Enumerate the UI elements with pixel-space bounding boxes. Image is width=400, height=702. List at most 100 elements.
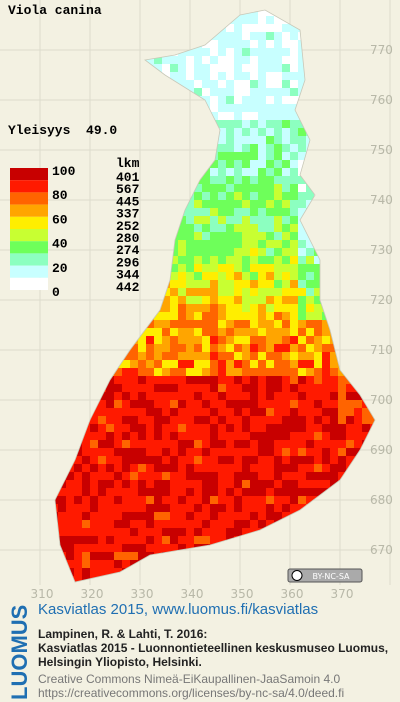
map-cell <box>194 512 202 520</box>
map-cell <box>242 152 250 160</box>
map-cell <box>202 488 210 496</box>
map-cell <box>130 472 138 480</box>
map-cell <box>226 152 234 160</box>
map-cell <box>194 472 202 480</box>
map-cell <box>210 320 218 328</box>
map-cell <box>162 536 170 544</box>
map-cell <box>90 528 98 536</box>
map-cell <box>314 264 322 272</box>
map-cell <box>74 472 82 480</box>
map-cell <box>314 320 322 328</box>
map-cell <box>234 280 242 288</box>
map-cell <box>290 240 298 248</box>
map-cell <box>106 424 114 432</box>
map-cell <box>274 448 282 456</box>
map-cell <box>234 128 242 136</box>
map-cell <box>194 288 202 296</box>
map-cell <box>346 384 354 392</box>
map-cell <box>162 304 170 312</box>
map-cell <box>170 288 178 296</box>
map-cell <box>202 216 210 224</box>
map-cell <box>258 288 266 296</box>
map-cell <box>282 304 290 312</box>
map-cell <box>290 200 298 208</box>
map-cell <box>258 400 266 408</box>
map-cell <box>98 400 106 408</box>
map-cell <box>282 176 290 184</box>
map-cell <box>210 240 218 248</box>
map-cell <box>250 192 258 200</box>
map-cell <box>274 368 282 376</box>
legend-swatch <box>10 192 48 205</box>
map-cell <box>250 440 258 448</box>
map-cell <box>210 352 218 360</box>
map-cell <box>274 40 282 48</box>
map-cell <box>194 480 202 488</box>
map-cell <box>114 432 122 440</box>
map-cell <box>82 520 90 528</box>
map-cell <box>290 136 298 144</box>
map-cell <box>258 472 266 480</box>
map-cell <box>362 408 370 416</box>
map-cell <box>210 232 218 240</box>
map-cell <box>274 320 282 328</box>
map-cell <box>170 256 178 264</box>
map-cell <box>274 24 282 32</box>
map-cell <box>314 400 322 408</box>
map-cell <box>322 344 330 352</box>
map-cell <box>346 456 354 464</box>
map-cell <box>162 496 170 504</box>
map-cell <box>178 496 186 504</box>
map-cell <box>130 344 138 352</box>
map-cell <box>282 352 290 360</box>
map-cell <box>98 496 106 504</box>
map-cell <box>218 56 226 64</box>
map-cell <box>202 376 210 384</box>
map-cell <box>146 344 154 352</box>
map-cell <box>226 176 234 184</box>
map-cell <box>274 384 282 392</box>
map-cell <box>266 304 274 312</box>
map-cell <box>258 520 266 528</box>
map-cell <box>154 544 162 552</box>
map-cell <box>282 192 290 200</box>
map-cell <box>114 448 122 456</box>
map-cell <box>82 528 90 536</box>
map-cell <box>282 480 290 488</box>
map-cell <box>234 144 242 152</box>
map-cell <box>90 432 98 440</box>
map-cell <box>226 376 234 384</box>
map-cell <box>194 192 202 200</box>
map-cell <box>98 560 106 568</box>
map-cell <box>146 480 154 488</box>
map-cell <box>242 472 250 480</box>
map-cell <box>210 368 218 376</box>
map-cell <box>202 304 210 312</box>
map-cell <box>226 184 234 192</box>
map-cell <box>154 440 162 448</box>
map-cell <box>282 264 290 272</box>
map-cell <box>258 328 266 336</box>
map-cell <box>162 416 170 424</box>
map-cell <box>298 312 306 320</box>
map-cell <box>274 152 282 160</box>
map-cell <box>330 440 338 448</box>
map-cell <box>202 64 210 72</box>
map-cell <box>122 416 130 424</box>
y-axis-label: 710 <box>370 343 393 357</box>
map-cell <box>82 440 90 448</box>
map-cell <box>290 112 298 120</box>
map-cell <box>202 192 210 200</box>
map-cell <box>202 328 210 336</box>
map-cell <box>322 472 330 480</box>
map-cell <box>282 24 290 32</box>
map-cell <box>274 480 282 488</box>
map-cell <box>322 400 330 408</box>
map-cell <box>330 472 338 480</box>
map-cell <box>266 72 274 80</box>
map-cell <box>154 536 162 544</box>
map-cell <box>298 56 306 64</box>
map-cell <box>290 296 298 304</box>
map-cell <box>154 424 162 432</box>
map-cell <box>194 360 202 368</box>
